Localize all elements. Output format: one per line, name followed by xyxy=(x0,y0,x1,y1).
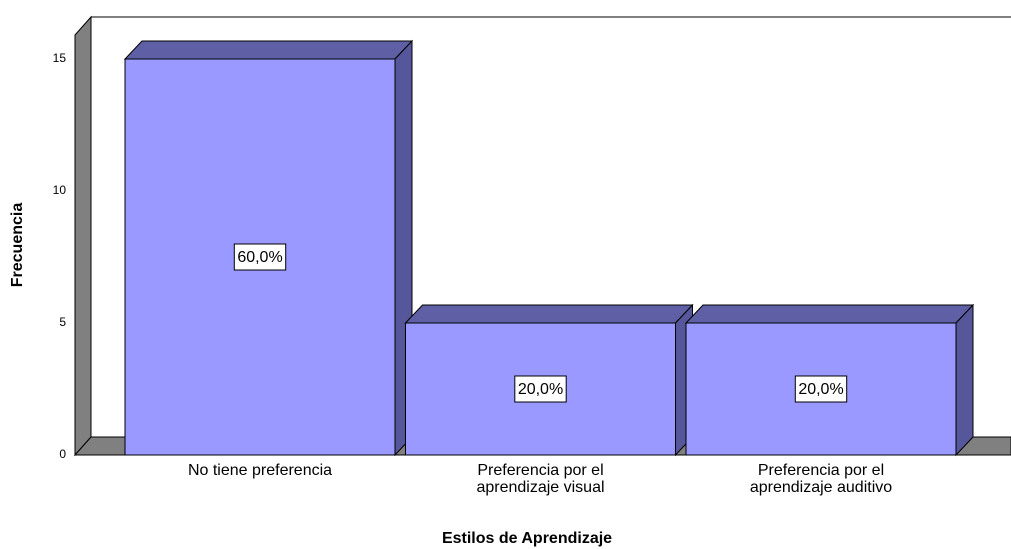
y-tick-label: 5 xyxy=(59,315,66,329)
data-label: 60,0% xyxy=(237,249,282,266)
data-label-box xyxy=(514,375,567,403)
data-label-box xyxy=(794,375,848,403)
y-axis-label: Frecuencia xyxy=(9,203,26,288)
bar-top xyxy=(684,304,975,324)
x-tick-label: No tiene preferencia xyxy=(187,462,333,479)
y-tick-label: 0 xyxy=(59,447,66,461)
x-tick-label: Preferencia por el aprendizaje auditivo xyxy=(749,462,893,496)
left-wall xyxy=(74,15,92,457)
bar-side xyxy=(955,303,974,457)
bar-top xyxy=(404,304,694,324)
data-label: 20,0% xyxy=(798,381,843,398)
bar-top xyxy=(123,40,414,60)
x-axis-label: Estilos de Aprendizaje xyxy=(442,530,612,547)
y-tick-label: 10 xyxy=(53,183,67,197)
y-tick-label: 15 xyxy=(53,51,67,65)
x-tick-label: Preferencia por el aprendizaje visual xyxy=(476,462,605,496)
data-label-box xyxy=(233,243,287,271)
data-label: 20,0% xyxy=(518,381,563,398)
